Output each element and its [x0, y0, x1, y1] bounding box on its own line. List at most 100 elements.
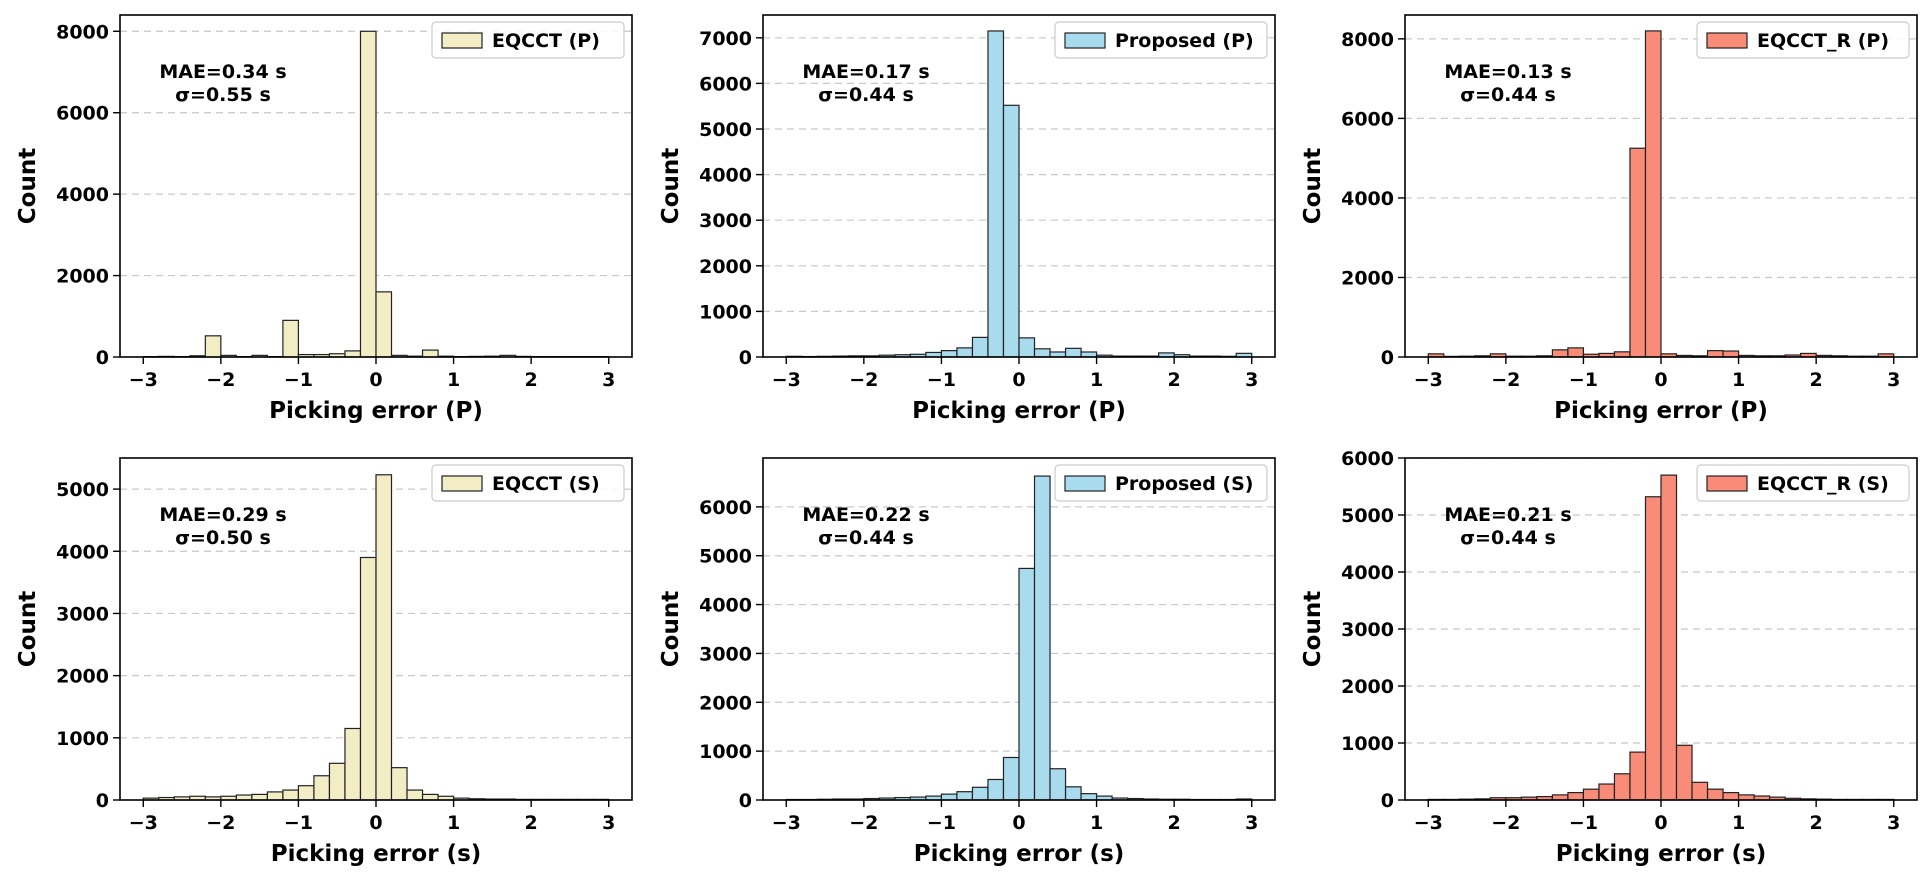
legend-label: EQCCT_R (S) [1757, 473, 1889, 495]
legend: Proposed (P) [1054, 21, 1268, 59]
x-tick-label: 2 [1168, 812, 1181, 834]
y-tick-label: 6000 [699, 497, 752, 519]
sigma-annotation: σ=0.44 s [818, 527, 914, 549]
y-tick-label: 3000 [699, 210, 752, 232]
y-tick-label: 2000 [56, 666, 109, 688]
x-tick-label: 3 [1245, 369, 1258, 391]
histogram-bar [940, 793, 958, 801]
x-tick-label: 0 [369, 369, 382, 391]
x-tick-label: 3 [1245, 812, 1258, 834]
histogram-bar [282, 789, 300, 801]
histogram-bar [421, 349, 439, 358]
x-tick-label: 2 [525, 812, 538, 834]
y-axis-label: Count [15, 148, 41, 224]
histogram-bar [375, 474, 393, 801]
histogram-bar [1567, 347, 1585, 358]
histogram-panel-2: −3 −2 −1 0 1 2 3 0 1000 2000 3000 4000 5000 6000 7000 P… [658, 14, 1276, 424]
histogram-bar [297, 785, 315, 801]
histogram-bar [1644, 30, 1662, 358]
x-tick-label: 3 [602, 812, 615, 834]
x-tick-label: 2 [1168, 369, 1181, 391]
mae-annotation: MAE=0.13 s [1444, 61, 1571, 83]
x-tick-label: −3 [129, 369, 158, 391]
x-tick-label: 1 [1090, 369, 1103, 391]
y-tick-label: 6000 [1341, 448, 1394, 470]
histogram-bar [1644, 496, 1662, 801]
x-axis-label: Picking error (s) [271, 841, 482, 867]
histogram-bar [1675, 744, 1693, 801]
mae-annotation: MAE=0.34 s [159, 61, 286, 83]
legend: EQCCT (P) [431, 21, 625, 59]
y-tick-label: 0 [1381, 790, 1394, 812]
histogram-bar [1002, 756, 1020, 801]
sigma-annotation: σ=0.44 s [1460, 84, 1556, 106]
x-tick-label: −3 [129, 812, 158, 834]
x-axis-label: Picking error (P) [1554, 398, 1768, 424]
y-tick-label: 2000 [1341, 267, 1394, 289]
histogram-bar [204, 335, 222, 358]
legend-swatch [441, 475, 483, 492]
y-tick-label: 8000 [56, 21, 109, 43]
x-axis-label: Picking error (s) [914, 841, 1125, 867]
x-tick-label: −3 [1414, 369, 1443, 391]
y-axis-label: Count [1300, 148, 1326, 224]
y-tick-label: 6000 [56, 103, 109, 125]
x-tick-label: 1 [1732, 369, 1745, 391]
histogram-bar [1033, 348, 1051, 358]
histogram-bar [987, 30, 1005, 358]
x-tick-label: −2 [206, 812, 235, 834]
x-tick-label: 1 [1090, 812, 1103, 834]
legend-label: EQCCT_R (P) [1757, 30, 1889, 52]
mae-annotation: MAE=0.29 s [159, 504, 286, 526]
histogram-bar [344, 727, 362, 801]
legend-box [1696, 21, 1910, 59]
histogram-bar [375, 291, 393, 358]
legend-label: Proposed (P) [1115, 30, 1254, 52]
y-tick-label: 3000 [56, 603, 109, 625]
y-tick-label: 3000 [699, 643, 752, 665]
x-tick-label: −2 [206, 369, 235, 391]
histogram-panel-3: −3 −2 −1 0 1 2 3 0 2000 4000 6000 8000 Picking error… [1300, 14, 1918, 424]
x-tick-label: 3 [1887, 812, 1900, 834]
y-tick-label: 5000 [699, 546, 752, 568]
histogram-bar [1706, 788, 1724, 801]
histogram-bar [1691, 781, 1709, 801]
y-tick-label: 2000 [1341, 676, 1394, 698]
y-tick-label: 5000 [699, 119, 752, 141]
sigma-annotation: σ=0.55 s [175, 84, 271, 106]
legend-label: EQCCT (P) [492, 30, 600, 52]
x-tick-label: −1 [927, 369, 956, 391]
y-tick-label: 2000 [56, 266, 109, 288]
x-tick-label: −1 [284, 812, 313, 834]
x-tick-label: 1 [447, 369, 460, 391]
x-tick-label: −2 [849, 369, 878, 391]
x-axis-label: Picking error (P) [269, 398, 483, 424]
histogram-bar [1582, 788, 1600, 801]
histogram-bar [421, 793, 439, 801]
histogram-bar [1706, 350, 1724, 358]
histogram-bar [971, 786, 989, 801]
histogram-bar [266, 791, 284, 801]
histogram-bar [390, 767, 408, 801]
histogram-bar [1064, 786, 1082, 801]
y-tick-label: 0 [96, 347, 109, 369]
legend-box [1696, 464, 1910, 502]
sigma-annotation: σ=0.44 s [818, 84, 914, 106]
y-tick-label: 5000 [56, 479, 109, 501]
legend-label: EQCCT (S) [492, 473, 600, 495]
y-tick-label: 4000 [56, 184, 109, 206]
x-tick-label: 0 [1012, 369, 1025, 391]
histogram-bar [1018, 337, 1036, 358]
histogram-panel-6: −3 −2 −1 0 1 2 3 0 1000 2000 3000 4000 5000 6000 Picki… [1300, 448, 1918, 867]
histogram-panel-4: −3 −2 −1 0 1 2 3 0 1000 2000 3000 4000 5000 Picking e… [15, 457, 633, 867]
x-tick-label: −3 [1414, 812, 1443, 834]
histogram-bar [1018, 567, 1036, 801]
histogram-bar [359, 30, 377, 358]
histogram-bar [1049, 768, 1067, 801]
x-tick-label: 3 [1887, 369, 1900, 391]
y-axis-label: Count [658, 148, 684, 224]
legend: Proposed (S) [1054, 464, 1268, 502]
x-tick-label: 3 [602, 369, 615, 391]
y-tick-label: 0 [739, 790, 752, 812]
